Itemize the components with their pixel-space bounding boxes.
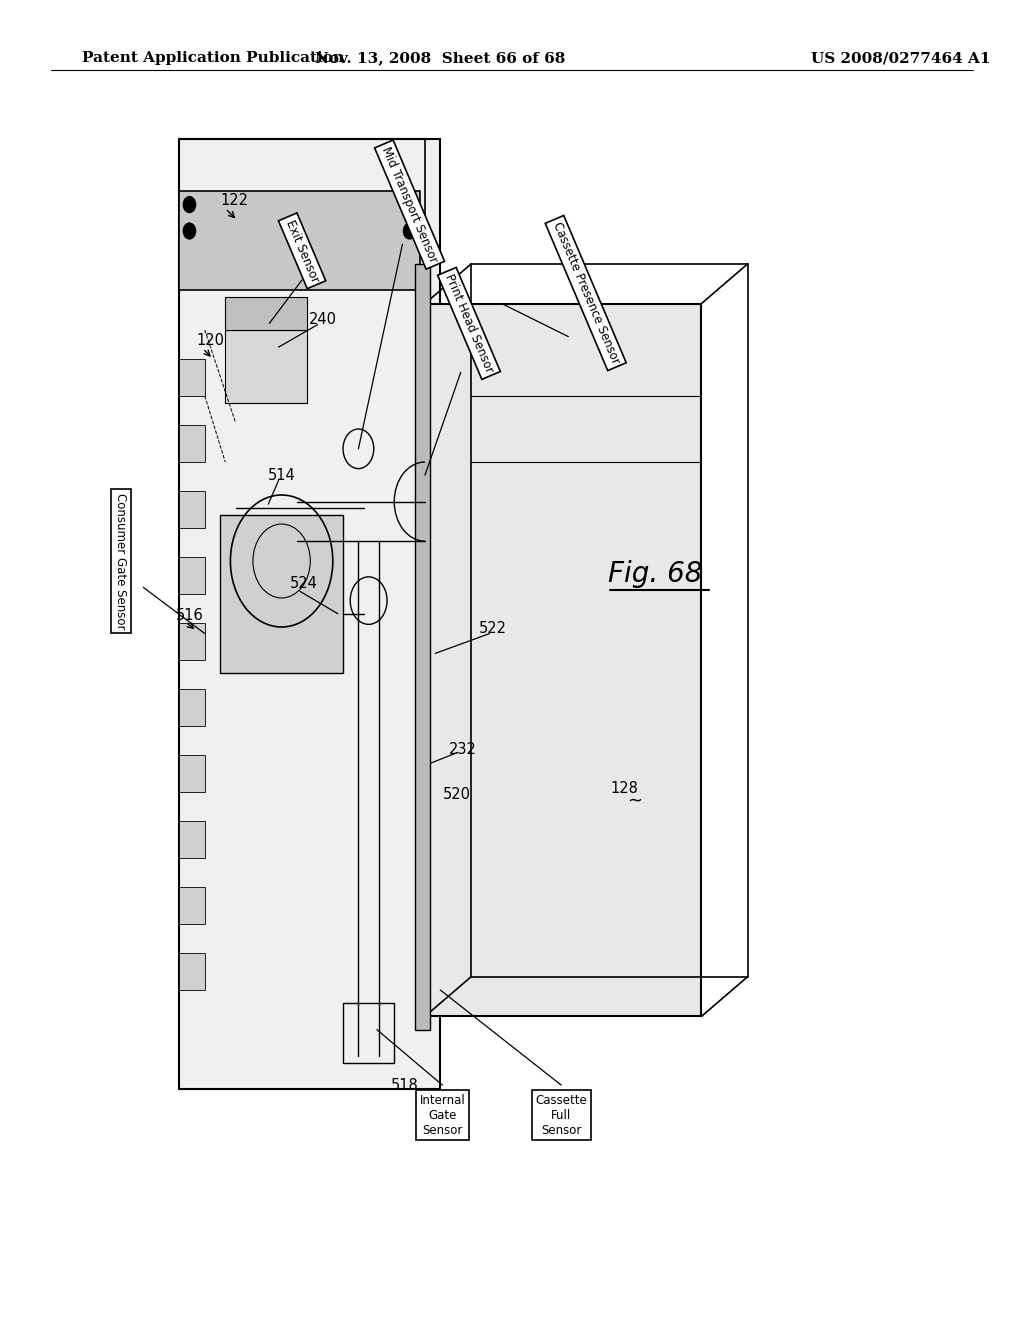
Text: Exit Sensor: Exit Sensor [283, 218, 322, 284]
Circle shape [183, 223, 196, 239]
Bar [179, 755, 205, 792]
Bar [415, 264, 430, 1030]
Text: Patent Application Publication: Patent Application Publication [82, 51, 344, 65]
Text: Consumer Gate Sensor: Consumer Gate Sensor [115, 492, 127, 630]
Bar [179, 557, 205, 594]
Text: 514: 514 [268, 467, 296, 483]
Text: 524: 524 [290, 576, 317, 591]
Text: ∼: ∼ [627, 792, 642, 810]
Text: Cassette
Full
Sensor: Cassette Full Sensor [536, 1094, 587, 1137]
Text: 232: 232 [449, 742, 476, 758]
Bar [225, 297, 307, 330]
Text: Print Head Sensor: Print Head Sensor [442, 272, 496, 375]
Bar [179, 491, 205, 528]
Circle shape [183, 197, 196, 213]
Text: 122: 122 [220, 193, 248, 209]
Bar [179, 689, 205, 726]
Text: 518: 518 [391, 1077, 419, 1093]
Text: Internal
Gate
Sensor: Internal Gate Sensor [420, 1094, 465, 1137]
Text: US 2008/0277464 A1: US 2008/0277464 A1 [811, 51, 991, 65]
Bar [179, 821, 205, 858]
Bar [179, 425, 205, 462]
Text: 128: 128 [610, 780, 638, 796]
Circle shape [403, 223, 416, 239]
Bar [179, 191, 420, 290]
Text: Mid Transport Sensor: Mid Transport Sensor [379, 145, 440, 264]
Text: Cassette Presence Sensor: Cassette Presence Sensor [550, 220, 622, 366]
Text: 522: 522 [479, 620, 507, 636]
Text: 520: 520 [442, 787, 470, 803]
Circle shape [403, 197, 416, 213]
Text: Fig. 68: Fig. 68 [608, 560, 702, 589]
Text: Nov. 13, 2008  Sheet 66 of 68: Nov. 13, 2008 Sheet 66 of 68 [315, 51, 565, 65]
Bar [179, 139, 440, 1089]
Bar [179, 887, 205, 924]
Bar [179, 359, 205, 396]
Text: 240: 240 [309, 312, 337, 327]
Bar [179, 953, 205, 990]
Bar [225, 330, 307, 403]
Bar [179, 623, 205, 660]
Text: 120: 120 [197, 333, 224, 348]
Bar [220, 515, 343, 673]
Text: 516: 516 [176, 607, 204, 623]
Bar [343, 1003, 394, 1063]
Bar [425, 304, 701, 1016]
